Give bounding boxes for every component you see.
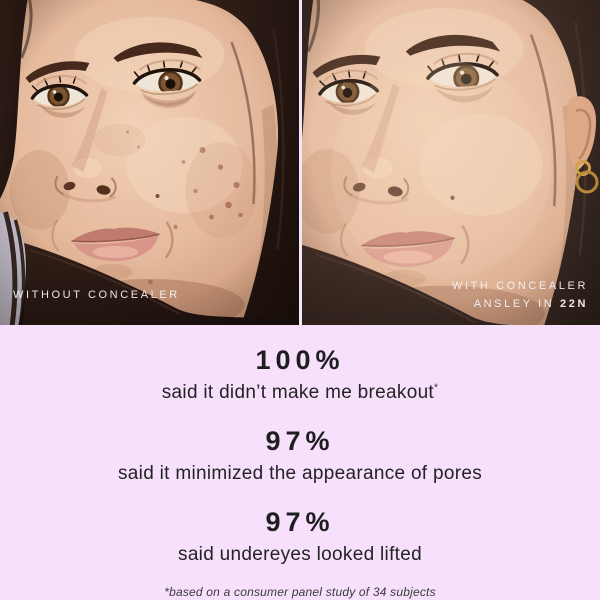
face-illustration-after	[302, 0, 600, 325]
stat-caption-text: said it minimized the appearance of pore…	[118, 463, 482, 484]
stat-caption-text: said undereyes looked lifted	[178, 544, 422, 565]
footnote-marker: *	[434, 382, 439, 394]
stat-block-undereyes: 97% said undereyes looked lifted	[0, 504, 600, 568]
study-footnote: *based on a consumer panel study of 34 s…	[164, 585, 436, 599]
before-after-comparison: WITHOUT CONCEALER WITH CONCEALER	[0, 0, 600, 325]
photo-before: WITHOUT CONCEALER	[0, 0, 299, 325]
photo-after-label-line2: ANSLEY IN	[473, 298, 555, 310]
stat-percent: 100%	[255, 345, 345, 375]
shade-code: 22N	[560, 298, 588, 310]
photo-before-label: WITHOUT CONCEALER	[13, 289, 180, 301]
stat-caption: said it didn’t make me breakout*	[0, 379, 600, 406]
stat-block-breakout: 100% said it didn’t make me breakout*	[0, 342, 600, 406]
stats-section: 100% said it didn’t make me breakout* 97…	[0, 325, 600, 600]
photo-after-label: WITH CONCEALER ANSLEY IN 22N	[452, 277, 588, 313]
face-illustration-before	[0, 0, 299, 325]
stat-block-pores: 97% said it minimized the appearance of …	[0, 423, 600, 487]
stat-percent: 97%	[265, 426, 335, 456]
photo-after: WITH CONCEALER ANSLEY IN 22N	[302, 0, 600, 325]
stat-caption: said it minimized the appearance of pore…	[0, 460, 600, 487]
stat-caption-text: said it didn’t make me breakout	[161, 382, 435, 403]
photo-divider	[299, 0, 302, 325]
stat-caption: said undereyes looked lifted	[0, 541, 600, 568]
photo-after-label-line1: WITH CONCEALER	[451, 280, 588, 292]
stat-percent: 97%	[265, 507, 335, 537]
